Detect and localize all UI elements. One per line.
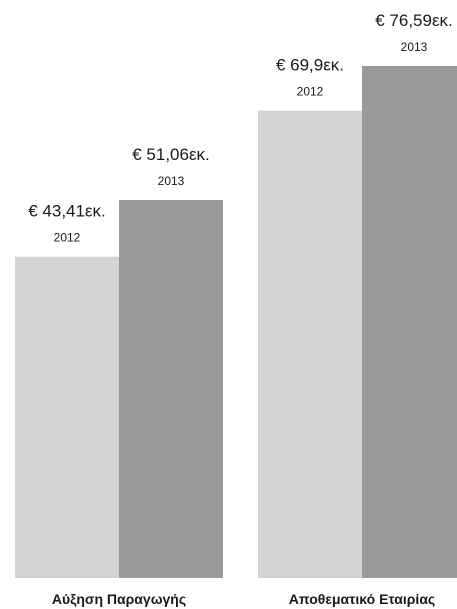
category-label-1: Αύξηση Παραγωγής xyxy=(52,591,186,607)
bar-2-2012 xyxy=(258,110,362,578)
value-label-1-2012: € 43,41εκ. xyxy=(28,202,106,221)
bar-1-2013 xyxy=(119,200,223,578)
bar-2-2013 xyxy=(362,66,457,578)
value-label-2-2012: € 69,9εκ. xyxy=(276,56,344,75)
year-label-1-2013: 2013 xyxy=(158,174,185,188)
value-label-1-2013: € 51,06εκ. xyxy=(132,145,210,164)
year-label-1-2012: 2012 xyxy=(54,231,81,245)
bar-1-2012 xyxy=(15,256,119,578)
value-label-2-2013: € 76,59εκ. xyxy=(375,11,453,30)
year-label-2-2013: 2013 xyxy=(401,40,428,54)
year-label-2-2012: 2012 xyxy=(297,85,324,99)
category-label-2: Αποθεματικό Εταιρίας xyxy=(289,591,435,607)
